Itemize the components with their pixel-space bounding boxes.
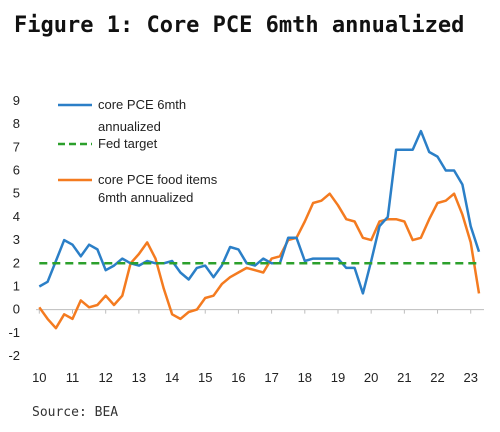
x-tick-label: 13	[132, 370, 146, 385]
y-tick-label: 6	[13, 163, 20, 178]
y-tick-label: 1	[13, 278, 20, 293]
series-line-food-items	[38, 192, 481, 330]
x-tick-label: 23	[463, 370, 477, 385]
x-tick-label: 21	[397, 370, 411, 385]
legend-label-core-pce-line2: annualized	[98, 119, 161, 134]
chart-title: Figure 1: Core PCE 6mth annualized	[14, 13, 465, 38]
x-tick-label: 17	[264, 370, 278, 385]
y-tick-label: 9	[13, 93, 20, 108]
legend-label-food-items-line2: 6mth annualized	[98, 190, 193, 205]
x-tick-label: 15	[198, 370, 212, 385]
x-axis-ticks: 10 11 12 13 14 15 16 17 18 19 20 21 22 23	[32, 309, 478, 385]
source-note: Source: BEA	[32, 405, 119, 420]
x-tick-label: 22	[430, 370, 444, 385]
x-tick-label: 11	[66, 370, 80, 385]
x-tick-label: 18	[298, 370, 312, 385]
y-tick-label: 7	[13, 139, 20, 154]
x-tick-label: 16	[231, 370, 245, 385]
series-line-core-pce	[38, 129, 481, 295]
y-tick-label: 5	[13, 186, 20, 201]
x-tick-label: 14	[165, 370, 179, 385]
y-tick-label: -2	[8, 348, 20, 363]
y-tick-label: 0	[13, 302, 20, 317]
x-tick-label: 20	[364, 370, 378, 385]
series-lines	[38, 129, 481, 330]
x-tick-label: 19	[331, 370, 345, 385]
y-tick-label: 3	[13, 232, 20, 247]
y-axis-ticks: 9 8 7 6 5 4 3 2 1 0 -1 -2	[8, 93, 20, 363]
legend-label-fed-target: Fed target	[98, 136, 158, 151]
legend-label-core-pce-line1: core PCE 6mth	[98, 97, 186, 112]
x-tick-label: 12	[98, 370, 112, 385]
legend: core PCE 6mth annualized Fed target core…	[58, 97, 218, 205]
y-tick-label: 4	[13, 209, 20, 224]
legend-label-food-items-line1: core PCE food items	[98, 172, 218, 187]
y-tick-label: 2	[13, 255, 20, 270]
y-tick-label: -1	[8, 325, 20, 340]
y-tick-label: 8	[13, 116, 20, 131]
x-tick-label: 10	[32, 370, 46, 385]
